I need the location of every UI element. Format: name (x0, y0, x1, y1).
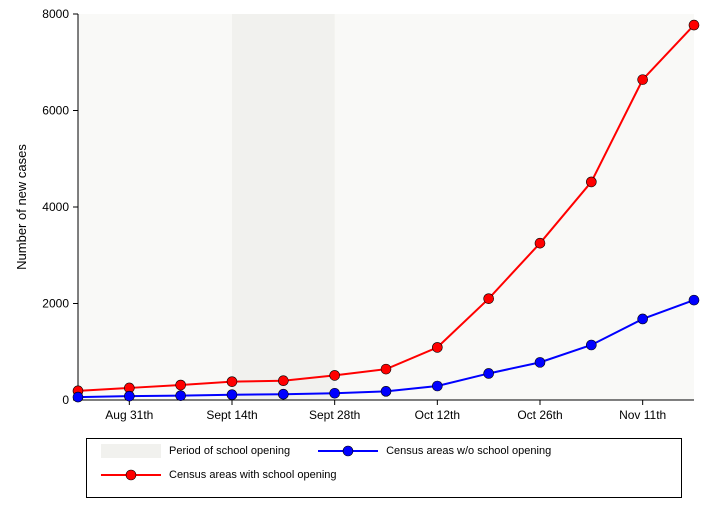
series-marker-without_school (278, 389, 288, 399)
legend-row: Period of school opening Census areas w/o… (87, 439, 681, 463)
x-tick-label: Aug 31th (105, 408, 153, 422)
series-marker-without_school (638, 314, 648, 324)
x-tick-label: Oct 26th (517, 408, 562, 422)
series-marker-without_school (73, 392, 83, 402)
series-marker-with_school (432, 342, 442, 352)
line-chart: 0 2000 4000 6000 8000 Number of new cases Aug … (0, 0, 714, 512)
series-marker-with_school (381, 364, 391, 374)
series-marker-without_school (330, 388, 340, 398)
legend-swatch-with_school (101, 468, 161, 482)
series-marker-without_school (227, 390, 237, 400)
y-tick-label: 0 (62, 393, 69, 407)
legend-item: Period of school opening (87, 444, 304, 458)
legend-label: Period of school opening (169, 445, 290, 457)
series-marker-without_school (124, 391, 134, 401)
legend-label: Census areas with school opening (169, 469, 337, 481)
chart-root: 0 2000 4000 6000 8000 Number of new cases Aug … (0, 0, 714, 512)
legend-swatch-without_school (318, 444, 378, 458)
y-tick-label: 8000 (42, 7, 69, 21)
series-marker-with_school (484, 294, 494, 304)
x-tick-label: Nov 11th (619, 408, 666, 422)
x-tick-label: Oct 12th (415, 408, 460, 422)
y-tick-label: 4000 (42, 200, 69, 214)
series-marker-with_school (227, 377, 237, 387)
legend-item: Census areas with school opening (87, 468, 351, 482)
legend-swatch-band (101, 444, 161, 458)
series-marker-with_school (689, 20, 699, 30)
legend-item: Census areas w/o school opening (304, 444, 565, 458)
series-marker-without_school (535, 357, 545, 367)
legend: Period of school opening Census areas w/o… (86, 438, 682, 498)
series-marker-with_school (638, 75, 648, 85)
series-marker-without_school (689, 295, 699, 305)
legend-row: Census areas with school opening (87, 463, 681, 487)
series-marker-without_school (176, 391, 186, 401)
series-marker-with_school (278, 376, 288, 386)
x-tick-label: Sept 28th (309, 408, 360, 422)
plot-area (78, 14, 694, 400)
series-marker-without_school (381, 386, 391, 396)
series-marker-without_school (586, 340, 596, 350)
series-marker-with_school (176, 380, 186, 390)
series-marker-without_school (432, 381, 442, 391)
y-axis-label: Number of new cases (14, 144, 29, 270)
y-tick-label: 2000 (42, 297, 69, 311)
series-marker-with_school (535, 238, 545, 248)
series-marker-with_school (330, 370, 340, 380)
series-marker-without_school (484, 368, 494, 378)
school-opening-band (232, 14, 335, 400)
y-tick-label: 6000 (42, 104, 69, 118)
series-marker-with_school (586, 177, 596, 187)
x-tick-label: Sept 14th (206, 408, 257, 422)
legend-label: Census areas w/o school opening (386, 445, 551, 457)
